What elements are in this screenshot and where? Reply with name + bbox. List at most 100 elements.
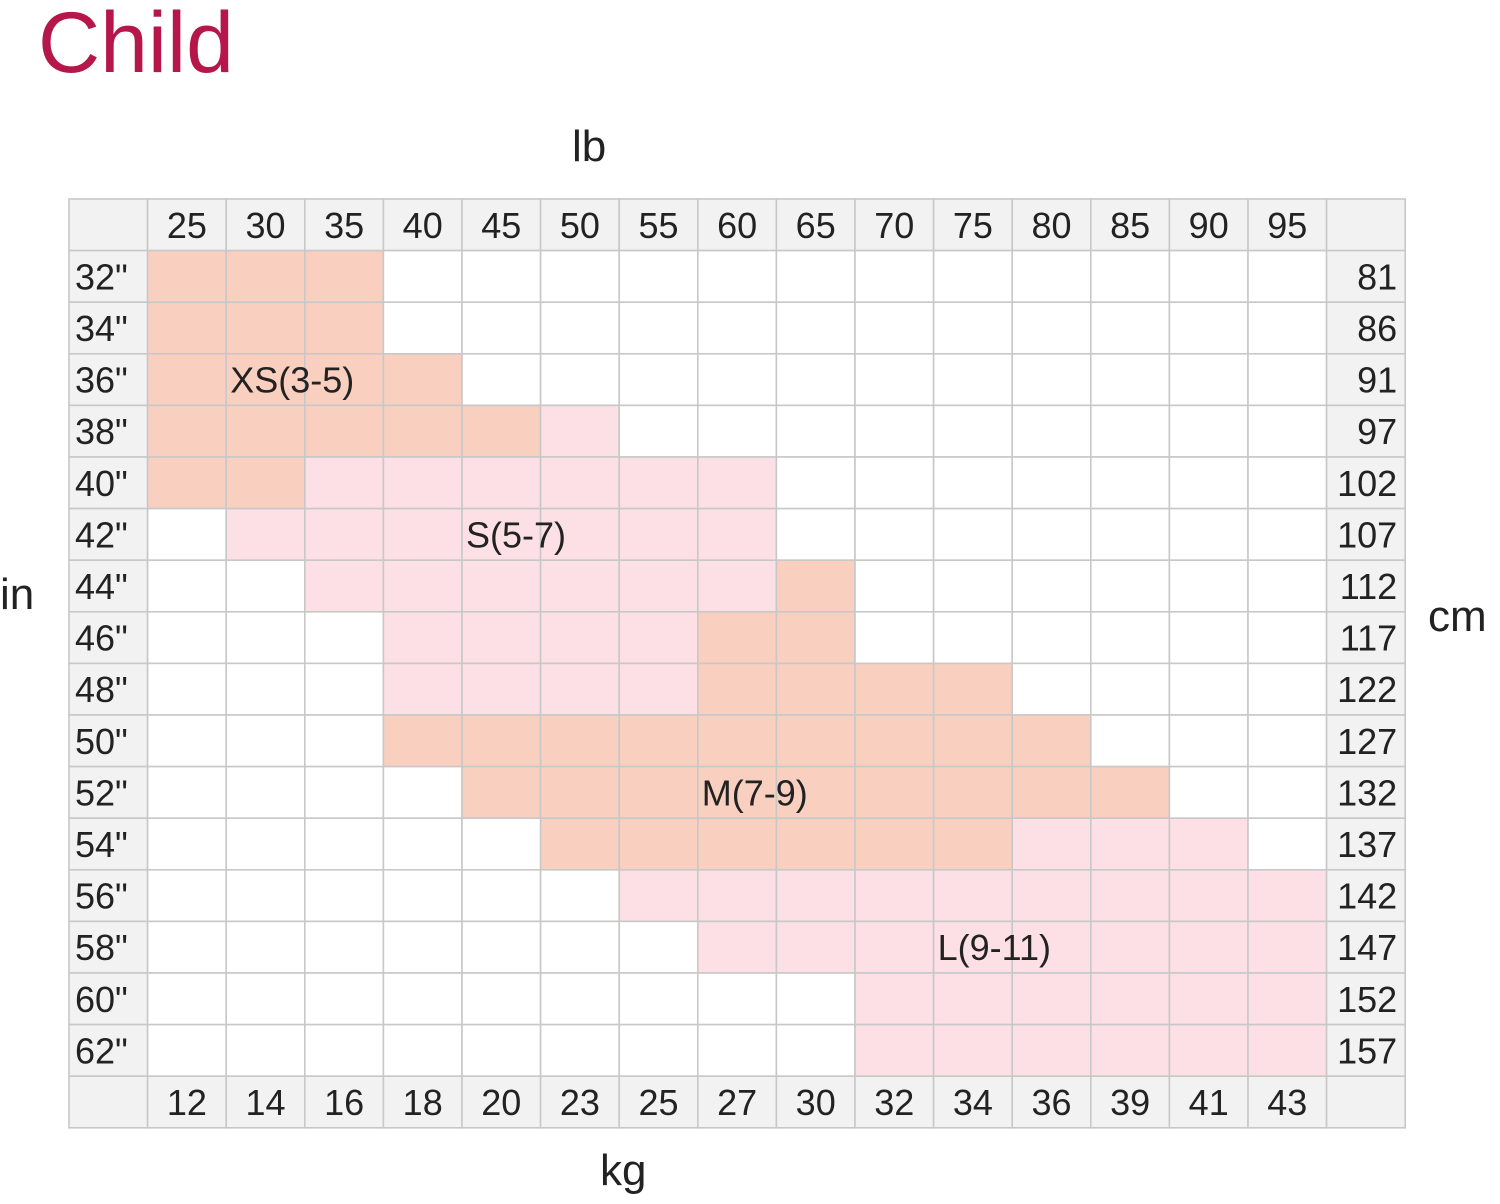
grid-cell [932,507,1013,562]
cm-tick-label: 142 [1337,876,1397,917]
kg-tick-label: 14 [245,1082,285,1123]
header-cell [539,1075,620,1129]
header-cell [68,404,149,458]
size-cell [775,714,856,768]
grid-cell [539,972,620,1026]
size-cell [1011,920,1092,974]
cm-tick-label: 81 [1357,256,1397,297]
header-cell [68,972,149,1026]
cm-tick-label: 137 [1337,824,1397,865]
grid-cell [1090,714,1171,768]
header-cell [1325,198,1406,252]
grid-cell [1247,817,1328,871]
grid-cell [461,817,542,871]
right-axis-label: cm [1428,592,1487,641]
grid-cell [932,404,1013,458]
grid-cell [696,249,778,304]
size-cell [932,868,1013,923]
header-cell [696,1075,778,1129]
size-cell [696,507,778,562]
size-cell [382,662,463,716]
size-cell [225,301,306,355]
size-cell [854,1023,935,1077]
lb-tick-label: 30 [245,205,285,246]
grid-cell [1247,249,1328,304]
size-cell [1090,920,1171,974]
header-cell [68,198,149,252]
size-cell [932,714,1013,768]
grid-cell [461,352,542,407]
header-cell [1325,610,1406,665]
cm-tick-label: 102 [1337,463,1397,504]
grid-cell [225,817,306,871]
header-cell [1325,352,1406,407]
header-cell [1325,920,1406,974]
grid-cell [225,559,306,613]
size-cell [696,610,778,665]
grid-cell [1011,301,1092,355]
grid-cell [1090,559,1171,613]
header-cell [68,301,149,355]
grid-cell [303,817,385,871]
header-cell [68,1023,149,1077]
grid-cell [1247,765,1328,819]
size-cell [382,352,463,407]
grid-cell [225,920,306,974]
grid-cell [775,352,856,407]
grid-cell [539,920,620,974]
size-cell [696,868,778,923]
header-cell [1325,1075,1406,1129]
size-cell [303,249,385,304]
grid-cell [1090,456,1171,510]
header-cell [775,198,856,252]
grid-cell [303,1023,385,1077]
size-cell [303,456,385,510]
size-cell [932,817,1013,871]
grid-cell [775,507,856,562]
size-zone-label: S(5-7) [466,514,566,555]
size-cell [1011,765,1092,819]
size-cell [1247,1023,1328,1077]
size-cell [461,662,542,716]
size-cell [539,610,620,665]
size-cell [1011,972,1092,1026]
header-cell [1325,972,1406,1026]
size-cell [1168,817,1249,871]
grid-cell [1168,352,1249,407]
size-cell [854,868,935,923]
grid-cell [1011,559,1092,613]
inch-tick-label: 56" [75,876,128,917]
header-cell [775,1075,856,1129]
size-cell [382,559,463,613]
inch-tick-label: 46" [75,618,128,659]
size-cell [854,972,935,1026]
cm-tick-label: 91 [1357,360,1397,401]
header-cell [1247,1075,1328,1129]
grid-cell [932,610,1013,665]
grid-cell [539,1023,620,1077]
grid-cell [146,972,228,1026]
size-cell [461,456,542,510]
size-cell [1090,1023,1171,1077]
size-cell [618,765,699,819]
grid-cell [1011,456,1092,510]
grid-cell [225,1023,306,1077]
size-cell [1168,920,1249,974]
inch-tick-label: 40" [75,463,128,504]
size-cell [854,714,935,768]
size-cell [696,456,778,510]
grid-cell [1011,610,1092,665]
grid-cell [1011,404,1092,458]
grid-cell [146,1023,228,1077]
header-cell [382,198,463,252]
header-cell [68,507,149,562]
inch-tick-label: 50" [75,721,128,762]
cm-tick-label: 112 [1340,566,1397,607]
size-cell [1168,972,1249,1026]
size-cell [854,817,935,871]
size-cell [303,507,385,562]
size-cell [225,352,306,407]
grid-cell [1168,765,1249,819]
size-cell [775,868,856,923]
grid-cell [854,301,935,355]
